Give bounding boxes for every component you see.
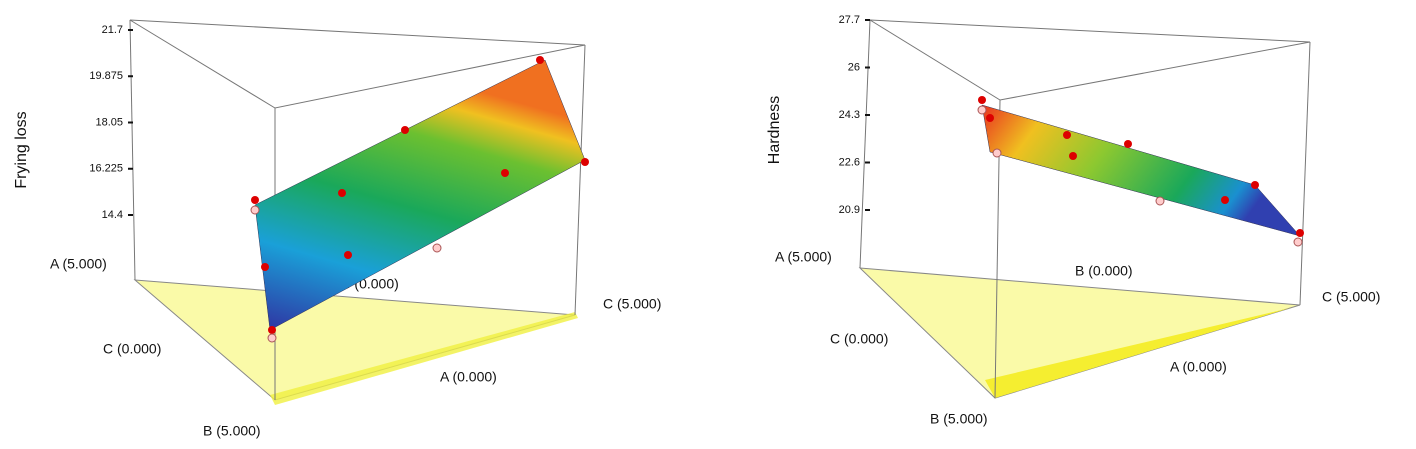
z-tick-label: 27.7	[839, 14, 860, 26]
z-tick-label: 16.225	[89, 163, 123, 175]
z-tick-label: 18.05	[95, 116, 123, 128]
plot-2-frame	[858, 19, 1311, 399]
z-axis-label: Hardness	[766, 96, 783, 164]
vertex-label: A (0.000)	[440, 369, 497, 385]
z-tick-label: 22.6	[839, 156, 860, 168]
surface	[254, 59, 586, 331]
top-face	[869, 19, 1311, 101]
z-tick-label: 26	[848, 61, 860, 73]
z-tick-label: 24.3	[839, 109, 860, 121]
ternary-base	[858, 267, 1301, 399]
design-points	[250, 56, 589, 343]
z-tick-label: 14.4	[102, 209, 123, 221]
vertex-label: C (5.000)	[603, 296, 661, 312]
z-axis-label: Frying loss	[13, 111, 30, 188]
edge	[574, 44, 586, 316]
edge	[129, 19, 136, 281]
vertex-label: A (0.000)	[1170, 359, 1227, 375]
vertex-label: A (5.000)	[775, 249, 832, 265]
vertex-label: C (0.000)	[830, 331, 888, 347]
base-band	[270, 312, 578, 405]
vertex-label: C (0.000)	[103, 341, 161, 357]
vertex-label: C (5.000)	[1322, 289, 1380, 305]
edge	[1299, 41, 1311, 306]
edge	[859, 19, 871, 269]
vertex-label: A (5.000)	[50, 256, 107, 272]
top-face	[129, 19, 586, 109]
base-band	[985, 305, 1300, 398]
z-tick-label: 19.875	[89, 70, 123, 82]
vertex-label: B (5.000)	[930, 411, 988, 427]
plot-1-frame	[129, 19, 586, 405]
z-tick-label: 21.7	[102, 24, 123, 36]
z-tick-label: 20.9	[839, 204, 860, 216]
surface	[981, 104, 1301, 237]
design-points	[977, 96, 1304, 247]
vertex-label: B (0.000)	[1075, 263, 1133, 279]
vertex-label: B (5.000)	[203, 423, 261, 439]
